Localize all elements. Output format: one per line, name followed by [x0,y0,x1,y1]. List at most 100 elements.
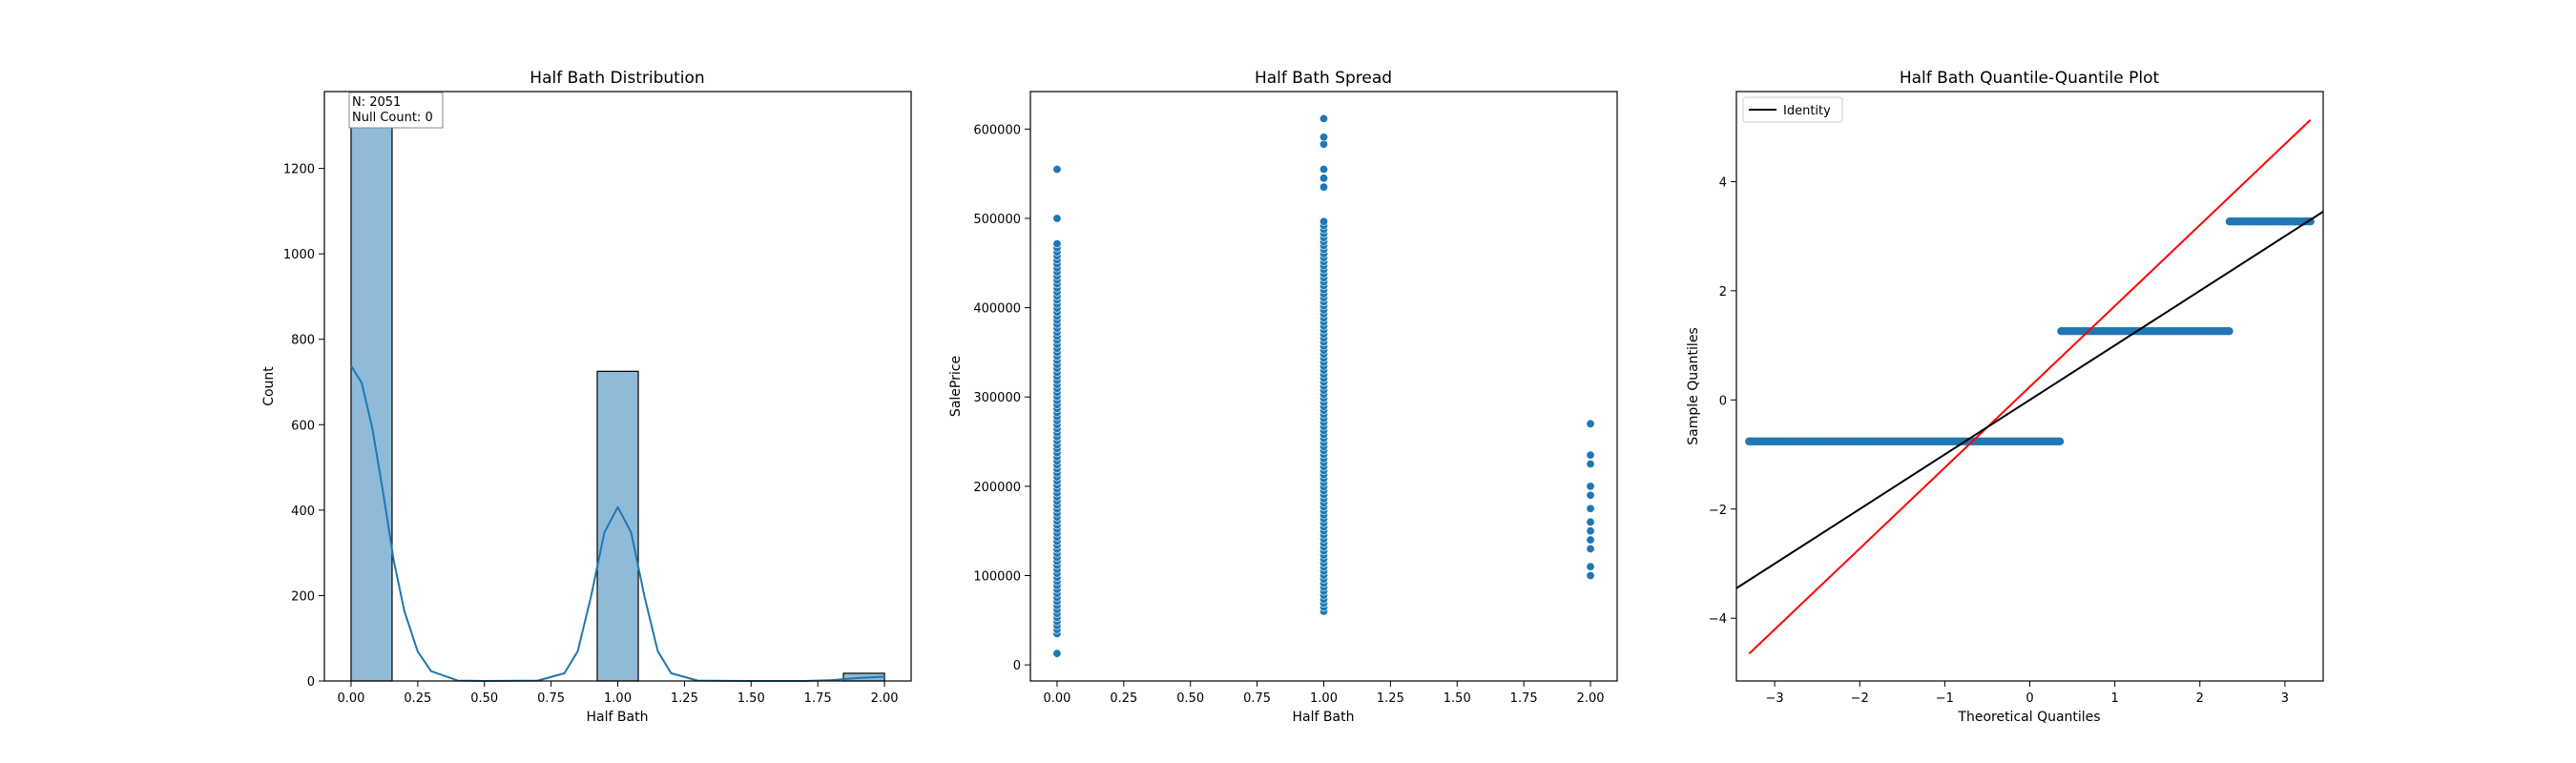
x-axis-label: Theoretical Quantiles [1957,710,2100,725]
x-tick-label: 0 [2025,691,2033,706]
x-tick-label: 2.00 [1577,691,1605,706]
x-tick-label: 0.25 [1110,691,1137,706]
y-tick-label: −4 [1709,612,1727,627]
chart-title: Half Bath Quantile-Quantile Plot [1900,69,2160,88]
y-tick-label: 200000 [973,481,1021,495]
x-tick-label: 0.50 [1176,691,1204,706]
qq-point [2055,437,2065,445]
x-tick-label: 2.00 [871,691,899,706]
x-tick-label: 0.00 [337,691,364,706]
scatter-point [1586,535,1595,545]
x-axis-ticks: 0.00 0.25 0.50 0.75 1.00 1.25 1.50 1.75 2.00 [337,681,899,706]
y-axis-ticks: 0 200 400 600 800 1000 1200 [283,163,324,690]
scatter-point [1319,139,1329,149]
x-axis-ticks: −3 −2 −1 0 1 2 3 [1766,681,2289,706]
qq-point [1778,437,1788,445]
scatter-point [1052,239,1062,249]
scatter-point [1586,450,1595,460]
y-tick-label: 400000 [973,302,1021,317]
scatter-point [1052,649,1062,658]
x-tick-label: 1.50 [737,691,765,706]
y-tick-label: 0 [1719,394,1727,408]
scatter-point [1586,562,1595,571]
y-tick-label: 0 [1013,659,1021,673]
y-tick-label: 2 [1719,285,1727,299]
y-axis-label: SalePrice [948,356,964,417]
y-axis-ticks: −4 −2 0 2 4 [1709,175,1736,627]
scatter-point [1586,517,1595,526]
qq-point [2280,217,2290,226]
y-tick-label: 600000 [973,123,1021,137]
qq-point [2291,217,2299,226]
y-tick-label: 100000 [973,570,1021,585]
x-tick-label: 1.75 [1510,691,1538,706]
x-tick-label: −2 [1851,691,1869,706]
y-tick-label: −2 [1709,504,1727,518]
scatter-point [1586,490,1595,500]
x-tick-label: 0.25 [404,691,431,706]
x-tick-label: 3 [2281,691,2289,706]
chart-title: Half Bath Spread [1255,69,1392,88]
x-tick-label: 1.75 [804,691,832,706]
spread-scatter-chart: Half Bath Spread 0.00 0.25 0.50 0.75 1.00 1.2… [948,69,1618,725]
y-tick-label: 300000 [973,391,1021,405]
qq-point [1745,437,1754,445]
histogram-chart: Half Bath Distribution 0.00 0.25 0.50 0.75 1… [261,69,912,725]
scatter-point [1586,419,1595,428]
y-tick-label: 400 [291,505,315,519]
x-tick-label: −3 [1766,691,1784,706]
y-tick-label: 1200 [283,163,315,177]
y-axis-label: Sample Quantiles [1686,327,1701,444]
x-tick-label: 0.75 [1243,691,1271,706]
annotation-n: N: 2051 [352,95,401,110]
y-axis-ticks: 0 100000 200000 300000 400000 500000 600000 [973,123,1030,673]
y-tick-label: 600 [291,419,315,433]
qq-plot-chart: Half Bath Quantile-Quantile Plot −3 −2 −1 0… [1686,69,2324,725]
x-tick-label: 2 [2196,691,2204,706]
scatter-point [1319,133,1329,142]
y-tick-label: 200 [291,589,315,604]
x-axis-ticks: 0.00 0.25 0.50 0.75 1.00 1.25 1.50 1.75 2.00 [1043,681,1605,706]
qq-point [1770,437,1779,445]
y-tick-label: 4 [1719,175,1727,190]
x-tick-label: −1 [1936,691,1954,706]
scatter-point [1586,526,1595,536]
x-tick-label: 1.00 [1310,691,1338,706]
y-tick-label: 500000 [973,213,1021,227]
histogram-bar [350,121,393,682]
plot-area [1735,119,2324,655]
legend: Identity [1742,96,1843,123]
annotation-box [348,92,444,129]
y-tick-label: 0 [307,675,315,690]
chart-title: Half Bath Distribution [530,69,704,88]
y-tick-label: 800 [291,334,315,348]
identity-line [1735,211,2324,589]
x-axis-label: Half Bath [1293,710,1355,725]
x-tick-label: 1.25 [671,691,698,706]
y-tick-label: 1000 [283,248,315,262]
scatter-point [1319,174,1329,183]
scatter-point [1319,113,1329,123]
scatter-point [1586,459,1595,468]
y-axis-label: Count [261,366,277,406]
x-tick-label: 1.50 [1444,691,1471,706]
annotation-null-count: Null Count: 0 [352,111,433,125]
plot-area [1052,113,1595,658]
legend-box [1742,96,1843,123]
scatter-point [1586,504,1595,513]
plot-area [350,121,885,682]
scatter-point [1319,217,1329,226]
scatter-point [1586,544,1595,553]
qq-point [2225,327,2233,336]
stats-annotation: N: 2051 Null Count: 0 [348,92,444,129]
scatter-point [1052,214,1062,223]
x-tick-label: 0.75 [537,691,565,706]
scatter-point [1586,571,1595,581]
x-tick-label: 0.50 [470,691,498,706]
x-tick-label: 1 [2110,691,2118,706]
x-tick-label: 1.00 [604,691,632,706]
x-tick-label: 0.00 [1043,691,1070,706]
scatter-point [1319,182,1329,192]
x-tick-label: 1.25 [1377,691,1404,706]
